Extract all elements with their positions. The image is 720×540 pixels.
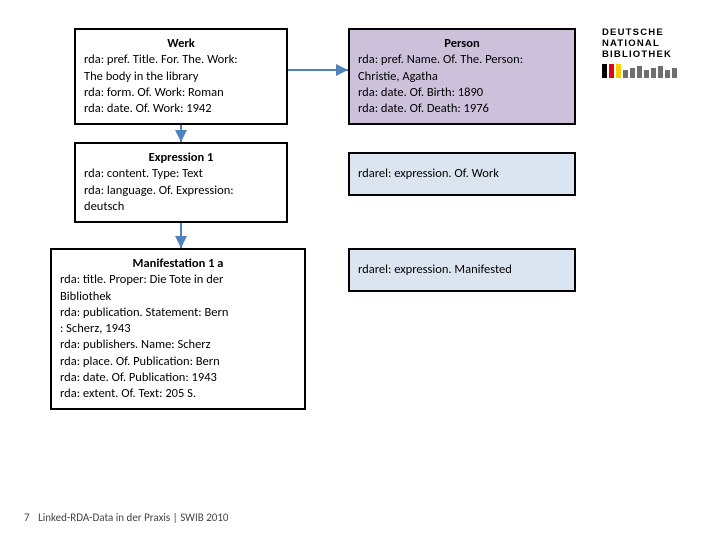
- rel-expression-of-work-box: rdarel: expression. Of. Work: [348, 152, 576, 196]
- rel1-text: rdarel: expression. Of. Work: [358, 166, 499, 182]
- werk-l3: rda: form. Of. Work: Roman: [84, 85, 278, 101]
- expression-l3: deutsch: [84, 199, 278, 215]
- rel2-text: rdarel: expression. Manifested: [358, 262, 512, 278]
- werk-box: Werk rda: pref. Title. For. The. Work: T…: [74, 28, 288, 125]
- person-l2: Christie, Agatha: [358, 69, 566, 85]
- man-l7: rda: date. Of. Publication: 1943: [60, 370, 296, 386]
- man-l5: rda: publishers. Name: Scherz: [60, 337, 296, 353]
- man-l1: rda: title. Proper: Die Tote in der: [60, 272, 296, 288]
- slide-footer: 7 Linked-RDA-Data in der Praxis | SWIB 2…: [24, 511, 229, 524]
- person-title: Person: [358, 36, 566, 52]
- logo-bars: [602, 64, 702, 78]
- person-box: Person rda: pref. Name. Of. The. Person:…: [348, 28, 576, 125]
- footer-text: Linked-RDA-Data in der Praxis | SWIB 201…: [38, 511, 228, 524]
- expression-l2: rda: language. Of. Expression:: [84, 183, 278, 199]
- expression-title: Expression 1: [84, 150, 278, 166]
- man-l2: Bibliothek: [60, 289, 296, 305]
- slide-number: 7: [24, 511, 30, 524]
- person-l3: rda: date. Of. Birth: 1890: [358, 85, 566, 101]
- werk-l1: rda: pref. Title. For. The. Work:: [84, 52, 278, 68]
- dnb-logo: DEUTSCHE NATIONAL BIBLIOTHEK: [602, 28, 702, 78]
- expression-l1: rda: content. Type: Text: [84, 166, 278, 182]
- man-l8: rda: extent. Of. Text: 205 S.: [60, 386, 296, 402]
- werk-l2: The body in the library: [84, 69, 278, 85]
- expression-box: Expression 1 rda: content. Type: Text rd…: [74, 142, 288, 223]
- werk-l4: rda: date. Of. Work: 1942: [84, 101, 278, 117]
- person-l1: rda: pref. Name. Of. The. Person:: [358, 52, 566, 68]
- man-l6: rda: place. Of. Publication: Bern: [60, 354, 296, 370]
- person-l4: rda: date. Of. Death: 1976: [358, 101, 566, 117]
- manifestation-box: Manifestation 1 a rda: title. Proper: Di…: [50, 248, 306, 410]
- rel-expression-manifested-box: rdarel: expression. Manifested: [348, 248, 576, 292]
- man-l3: rda: publication. Statement: Bern: [60, 305, 296, 321]
- logo-line3: BIBLIOTHEK: [602, 50, 702, 61]
- werk-title: Werk: [84, 36, 278, 52]
- manifestation-title: Manifestation 1 a: [60, 256, 296, 272]
- man-l4: : Scherz, 1943: [60, 321, 296, 337]
